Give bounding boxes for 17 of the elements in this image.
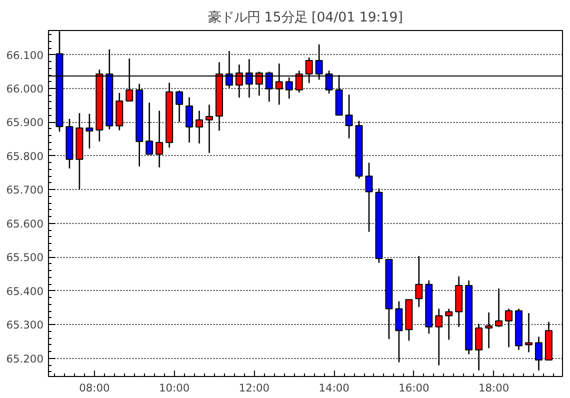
chart-title: 豪ドル円 15分足 [04/01 19:19] xyxy=(208,10,403,26)
y-tick-label: 65.400 xyxy=(6,284,44,298)
y-tick-label: 65.700 xyxy=(6,184,44,197)
x-tick-label: 14:00 xyxy=(318,382,350,394)
x-tick-label: 18:00 xyxy=(478,382,510,394)
y-tick-label: 66.100 xyxy=(6,48,44,62)
y-tick-label: 66.000 xyxy=(6,82,44,96)
y-tick-label: 65.900 xyxy=(6,116,44,130)
y-tick-label: 65.600 xyxy=(6,217,44,230)
y-tick-label: 65.200 xyxy=(6,352,44,366)
x-tick-label: 16:00 xyxy=(398,382,430,394)
y-tick-label: 65.500 xyxy=(6,251,44,264)
x-tick-label: 10:00 xyxy=(158,382,190,394)
x-tick-label: 08:00 xyxy=(79,382,110,394)
y-tick-label: 65.300 xyxy=(6,318,44,332)
x-tick-label: 12:00 xyxy=(238,382,270,394)
y-tick-label: 65.800 xyxy=(6,150,44,163)
